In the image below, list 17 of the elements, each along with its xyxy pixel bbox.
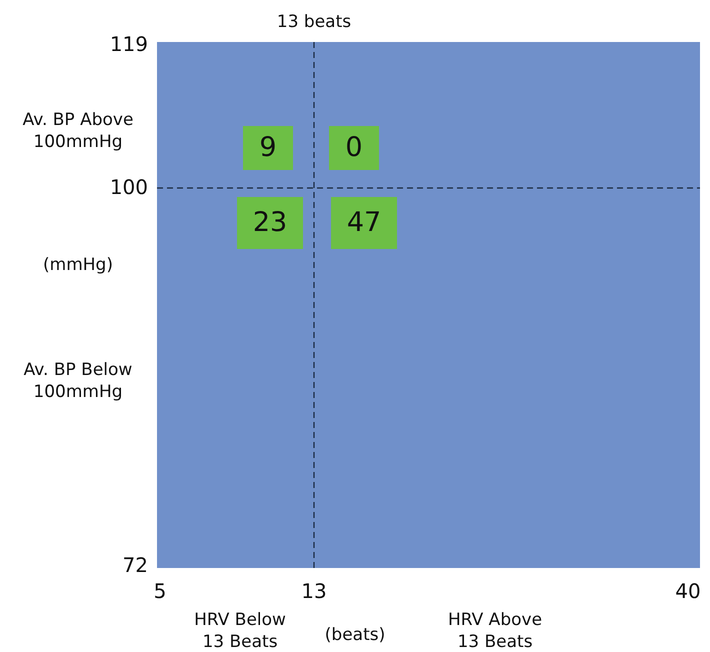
- data-label: 23: [252, 207, 288, 238]
- text: 72: [122, 553, 148, 577]
- text: (mmHg): [43, 255, 113, 275]
- text: HRV Above 13 Beats: [448, 610, 542, 652]
- text: 100: [110, 175, 148, 199]
- text: 13: [301, 579, 327, 603]
- text: 119: [110, 32, 148, 56]
- text: HRV Below 13 Beats: [194, 610, 286, 652]
- text: (beats): [324, 625, 386, 645]
- data-label: 47: [346, 207, 382, 238]
- text: 5: [154, 579, 166, 603]
- text: 40: [675, 579, 701, 603]
- data-label: 0: [345, 132, 363, 163]
- text: Av. BP Above 100mmHg: [22, 110, 134, 152]
- text: 13 beats: [276, 12, 352, 32]
- text: Av. BP Below 100mmHg: [24, 360, 132, 402]
- data-label: 9: [259, 132, 277, 163]
